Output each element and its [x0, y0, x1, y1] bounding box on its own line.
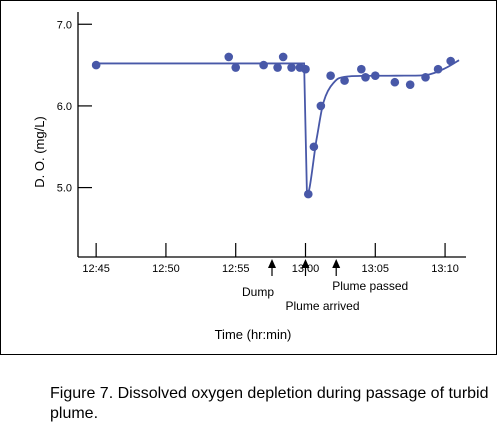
data-point — [259, 60, 268, 70]
data-points-layer — [91, 52, 455, 199]
data-point — [361, 73, 370, 82]
x-axis-title: Time (hr:min) — [215, 327, 292, 342]
figure-frame — [0, 0, 497, 355]
data-point — [370, 71, 380, 80]
data-point — [446, 56, 455, 66]
fit-line-layer — [96, 59, 460, 195]
annotation-arrowhead — [268, 259, 276, 268]
x-tick-label: 13:10 — [431, 263, 459, 275]
annotation-label: Plume passed — [332, 279, 408, 293]
annotation-label: Dump — [242, 285, 274, 299]
figure-caption: Figure 7. Dissolved oxygen depletion dur… — [50, 385, 489, 422]
x-tick-label: 12:50 — [152, 263, 180, 275]
annotation-label: Plume arrived — [285, 299, 359, 313]
data-point — [309, 142, 319, 152]
data-point — [287, 63, 296, 72]
x-tick-label: 12:55 — [222, 263, 250, 275]
data-point — [301, 64, 310, 74]
annotations-layer: Dump Plume arrived Plume passed — [242, 259, 408, 313]
x-tick-label: 13:05 — [362, 263, 390, 275]
axes: 12:45 12:50 12:55 13:00 13:05 13:105.06.07.0 — [57, 12, 466, 275]
y-tick-label: 5.0 — [57, 183, 72, 195]
data-point — [303, 189, 313, 199]
data-point — [405, 80, 415, 89]
data-point — [357, 64, 366, 74]
data-point — [326, 71, 335, 80]
data-point — [224, 52, 234, 62]
data-point — [278, 52, 288, 62]
y-axis-title: D. O. (mg/L) — [32, 116, 47, 188]
dissolved-oxygen-chart: 12:45 12:50 12:55 13:00 13:05 13:105.06.07.0 … — [32, 12, 466, 342]
data-point — [433, 64, 443, 74]
data-point — [421, 73, 430, 82]
data-point — [231, 63, 241, 72]
data-point — [273, 63, 282, 72]
y-tick-label: 7.0 — [57, 19, 72, 31]
y-tick-label: 6.0 — [57, 101, 72, 113]
data-point — [316, 101, 326, 111]
annotation-arrowhead — [332, 259, 341, 268]
data-point — [340, 76, 349, 85]
data-point — [390, 77, 400, 87]
fit-line — [96, 59, 460, 195]
data-point — [91, 60, 101, 70]
x-tick-label: 12:45 — [82, 263, 110, 275]
annotation-arrowhead — [301, 259, 310, 268]
